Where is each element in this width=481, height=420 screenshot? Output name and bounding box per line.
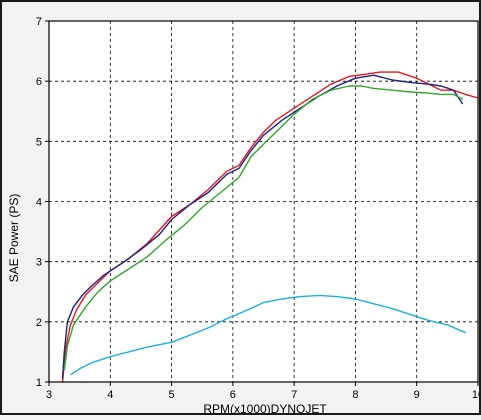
plot-area [49, 21, 478, 382]
y-axis-label: SAE Power (PS) [7, 194, 21, 283]
x-tick-label: 9 [414, 389, 420, 401]
x-tick-label: 5 [169, 389, 175, 401]
y-tick-label: 7 [36, 16, 42, 28]
y-tick-label: 6 [36, 76, 42, 88]
x-tick-label: 6 [230, 389, 236, 401]
y-tick-label: 3 [36, 257, 42, 269]
series-line-1 [61, 71, 479, 383]
y-tick-label: 1 [36, 377, 42, 389]
x-tick-label: 7 [291, 389, 297, 401]
series-line-3 [63, 85, 464, 371]
x-tick-label: 3 [46, 389, 52, 401]
y-tick-label: 5 [36, 136, 42, 148]
series-line-4 [70, 294, 466, 376]
x-axis-label: RPM(x1000)DYNOJET [203, 402, 327, 415]
x-tick-label: 4 [107, 389, 113, 401]
plot-frame [48, 20, 479, 383]
x-tick-label: 8 [352, 389, 358, 401]
series-line-2 [61, 74, 464, 380]
y-tick-label: 2 [36, 317, 42, 329]
y-tick-label: 4 [36, 197, 42, 209]
x-tick-label: 10 [472, 389, 481, 401]
